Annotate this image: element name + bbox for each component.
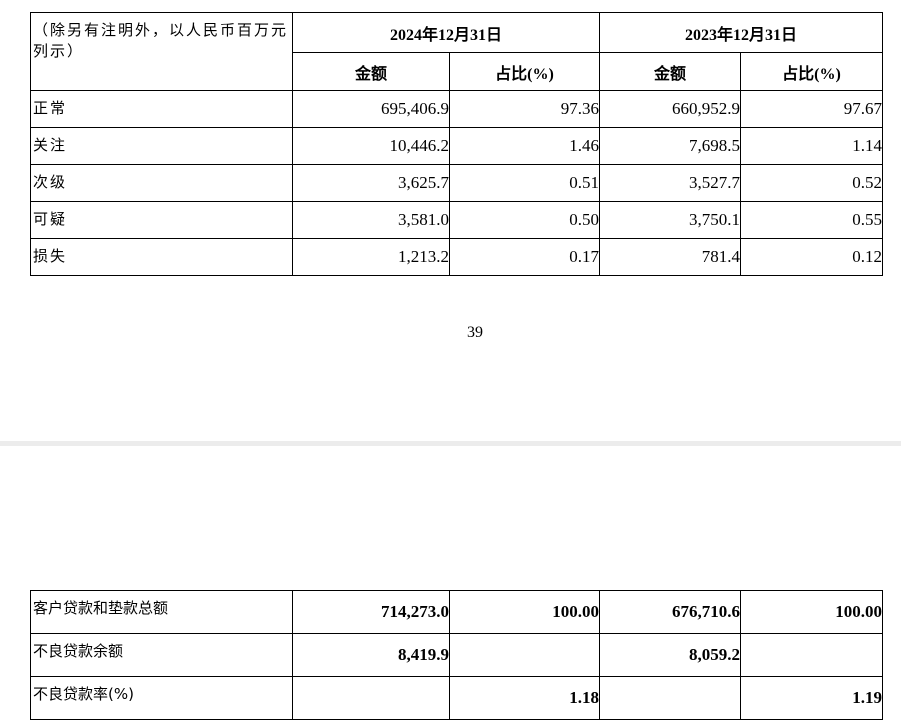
row-label: 损失 <box>30 238 293 276</box>
row-label: 客户贷款和垫款总额 <box>30 590 293 634</box>
value-cell <box>599 676 741 720</box>
table-row: 正常 695,406.9 97.36 660,952.9 97.67 <box>30 90 883 128</box>
row-label: 不良贷款余额 <box>30 633 293 677</box>
value-cell: 0.17 <box>449 238 600 276</box>
table-row: 损失 1,213.2 0.17 781.4 0.12 <box>30 238 883 276</box>
sub-header: 占比(%) <box>449 52 600 91</box>
value-cell: 1.18 <box>449 676 600 720</box>
value-cell: 100.00 <box>740 590 883 634</box>
table-row: 次级 3,625.7 0.51 3,527.7 0.52 <box>30 164 883 202</box>
value-cell: 0.55 <box>740 201 883 239</box>
value-cell: 695,406.9 <box>292 90 450 128</box>
page-divider <box>0 441 901 446</box>
value-cell: 3,750.1 <box>599 201 741 239</box>
table-row: 可疑 3,581.0 0.50 3,750.1 0.55 <box>30 201 883 239</box>
value-cell: 8,059.2 <box>599 633 741 677</box>
value-cell: 781.4 <box>599 238 741 276</box>
sub-header: 金额 <box>292 52 450 91</box>
value-cell: 97.36 <box>449 90 600 128</box>
table-row: 关注 10,446.2 1.46 7,698.5 1.14 <box>30 127 883 165</box>
value-cell: 1,213.2 <box>292 238 450 276</box>
row-label: 不良贷款率(%) <box>30 676 293 720</box>
value-cell <box>292 676 450 720</box>
period-header-2024: 2024年12月31日 <box>292 12 600 53</box>
period-header-2023: 2023年12月31日 <box>599 12 883 53</box>
value-cell: 676,710.6 <box>599 590 741 634</box>
table-row: 不良贷款率(%) 1.18 1.19 <box>30 676 883 720</box>
row-label: 关注 <box>30 127 293 165</box>
value-cell: 100.00 <box>449 590 600 634</box>
value-cell: 3,581.0 <box>292 201 450 239</box>
value-cell: 0.52 <box>740 164 883 202</box>
page-number: 39 <box>467 324 483 341</box>
value-cell: 7,698.5 <box>599 127 741 165</box>
sub-header: 金额 <box>599 52 741 91</box>
value-cell: 3,625.7 <box>292 164 450 202</box>
row-label: 次级 <box>30 164 293 202</box>
value-cell: 0.51 <box>449 164 600 202</box>
table-row: 不良贷款余额 8,419.9 8,059.2 <box>30 633 883 677</box>
value-cell: 3,527.7 <box>599 164 741 202</box>
sub-header: 占比(%) <box>740 52 883 91</box>
value-cell: 10,446.2 <box>292 127 450 165</box>
value-cell: 8,419.9 <box>292 633 450 677</box>
value-cell: 1.19 <box>740 676 883 720</box>
table-row: 客户贷款和垫款总额 714,273.0 100.00 676,710.6 100.00 <box>30 590 883 634</box>
value-cell: 0.12 <box>740 238 883 276</box>
value-cell: 0.50 <box>449 201 600 239</box>
header-label: （除另有注明外，以人民币百万元列示） <box>30 12 293 91</box>
value-cell: 1.46 <box>449 127 600 165</box>
value-cell <box>740 633 883 677</box>
value-cell: 714,273.0 <box>292 590 450 634</box>
value-cell <box>449 633 600 677</box>
row-label: 正常 <box>30 90 293 128</box>
value-cell: 97.67 <box>740 90 883 128</box>
value-cell: 660,952.9 <box>599 90 741 128</box>
row-label: 可疑 <box>30 201 293 239</box>
loan-summary-table: 客户贷款和垫款总额 714,273.0 100.00 676,710.6 100.00 不… <box>30 590 883 720</box>
loan-classification-table: （除另有注明外，以人民币百万元列示） 2024年12月31日 2023年12月3… <box>30 12 883 276</box>
value-cell: 1.14 <box>740 127 883 165</box>
